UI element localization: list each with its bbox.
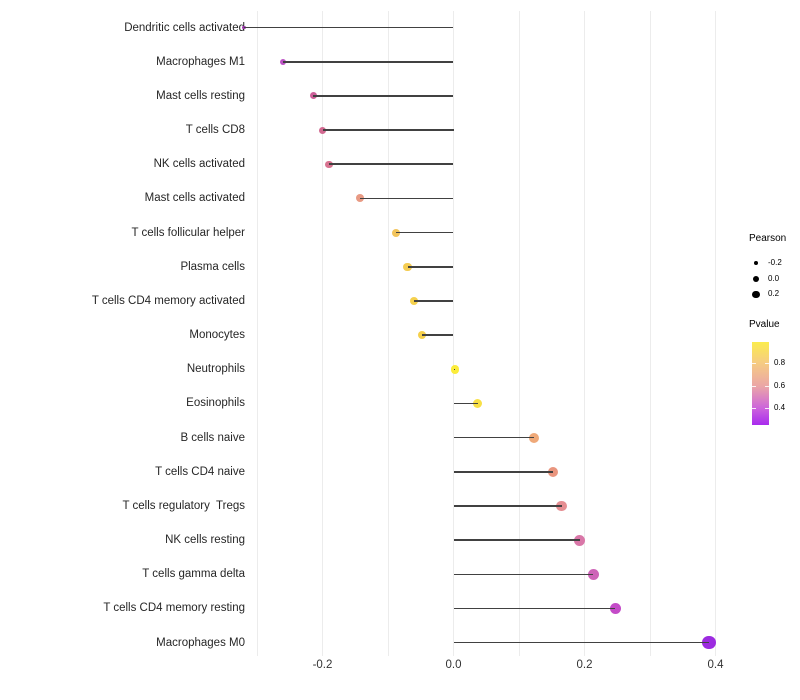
lollipop-dot: [609, 602, 622, 615]
x-axis-tick-label: 0.4: [707, 659, 724, 671]
lollipop-dot: [574, 534, 586, 546]
lollipop-segment: [329, 163, 454, 166]
y-axis-label: NK cells activated: [153, 158, 245, 171]
gridline: [518, 11, 520, 656]
y-axis-label: B cells naive: [180, 431, 245, 444]
lollipop-segment: [453, 436, 535, 439]
legend-size-title: Pearson: [749, 233, 787, 244]
y-axis-label: Mast cells resting: [156, 89, 245, 102]
y-axis-label: Plasma cells: [180, 260, 245, 273]
legend-size-label: 0.0: [768, 273, 780, 283]
gridline: [453, 11, 454, 656]
y-axis-label: Macrophages M0: [156, 636, 245, 649]
pvalue-tick-mark: [752, 408, 756, 410]
lollipop-segment: [453, 641, 709, 644]
lollipop-segment: [395, 231, 454, 234]
gridline: [387, 11, 389, 656]
x-axis-tick-label: 0.2: [576, 659, 593, 671]
y-axis-label: T cells CD4 memory activated: [91, 294, 245, 307]
pvalue-tick-mark: [752, 362, 756, 364]
y-axis-label: Neutrophils: [186, 363, 245, 376]
lollipop-dot: [702, 635, 716, 650]
gridline: [256, 11, 258, 656]
legend-color-title: Pvalue: [749, 319, 780, 330]
pvalue-tick-label: 0.4: [774, 403, 786, 413]
lollipop-segment: [422, 334, 454, 336]
gridline: [584, 11, 585, 656]
lollipop-segment: [453, 402, 478, 405]
lollipop-dot: [473, 398, 483, 408]
y-axis-label: T cells CD4 naive: [155, 465, 245, 478]
legend-size-dot: [753, 275, 759, 282]
pvalue-tick-label: 0.8: [774, 357, 786, 367]
lollipop-segment: [243, 26, 454, 29]
pvalue-tick-label: 0.6: [774, 380, 786, 390]
lollipop-dot: [547, 466, 559, 478]
y-axis-label: T cells follicular helper: [131, 226, 245, 239]
lollipop-segment: [453, 368, 456, 371]
lollipop-dot: [529, 432, 540, 443]
y-axis-label: T cells regulatory Tregs: [122, 499, 245, 512]
lollipop-segment: [453, 471, 554, 473]
lollipop-segment: [453, 505, 562, 507]
lollipop-segment: [453, 607, 616, 610]
pvalue-tick-mark: [765, 385, 769, 387]
legend-size-dot: [753, 260, 759, 266]
y-axis-label: NK cells resting: [165, 534, 245, 547]
y-axis-label: Monocytes: [189, 329, 245, 342]
gridline: [649, 11, 651, 656]
legend-size-label: 0.2: [768, 289, 780, 299]
legend-size-label: -0.2: [768, 258, 782, 267]
lollipop-segment: [453, 539, 580, 541]
gridline: [715, 11, 716, 656]
y-axis-label: T cells CD8: [185, 124, 245, 137]
x-axis-tick-label: 0.0: [445, 659, 462, 671]
legend-size-dot: [752, 290, 760, 299]
y-axis-label: T cells gamma delta: [142, 568, 245, 581]
lollipop-segment: [407, 265, 454, 268]
gridline: [322, 11, 323, 656]
y-axis-label: Mast cells activated: [144, 192, 245, 205]
lollipop-segment: [322, 129, 454, 131]
pvalue-tick-mark: [765, 408, 769, 410]
lollipop-segment: [360, 197, 454, 200]
pvalue-tick-mark: [752, 385, 756, 387]
lollipop-segment: [453, 573, 593, 576]
lollipop-segment: [414, 300, 454, 302]
y-axis-label: Eosinophils: [186, 397, 245, 410]
y-axis-label: Dendritic cells activated: [124, 21, 245, 34]
x-axis-tick-label: -0.2: [312, 659, 333, 671]
lollipop-dot: [587, 568, 599, 580]
pvalue-colorbar: [752, 342, 769, 425]
y-axis-label: T cells CD4 memory resting: [103, 602, 245, 615]
pvalue-tick-mark: [765, 362, 769, 364]
lollipop-segment: [313, 95, 454, 97]
lollipop-segment: [283, 60, 454, 63]
lollipop-dot: [556, 500, 567, 512]
y-axis-label: Macrophages M1: [156, 55, 245, 68]
